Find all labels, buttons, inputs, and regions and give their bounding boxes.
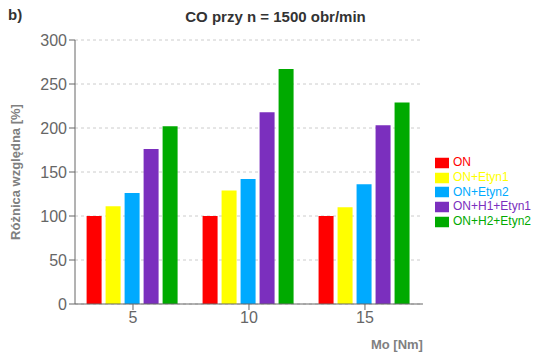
svg-text:10: 10 xyxy=(240,309,258,326)
html-text:ON+Etyn2: ON+Etyn2 xyxy=(453,184,509,199)
svg-text:Mo [Nm]: Mo [Nm] xyxy=(371,337,423,352)
html-text:ON+H2+Etyn2: ON+H2+Etyn2 xyxy=(453,214,531,229)
svg-text:5: 5 xyxy=(129,309,138,326)
svg-text:100: 100 xyxy=(40,208,67,225)
html-text:ON: ON xyxy=(453,154,471,169)
svg-text:300: 300 xyxy=(40,32,67,49)
svg-text:150: 150 xyxy=(40,164,67,181)
svg-text:250: 250 xyxy=(40,76,67,93)
svg-text:200: 200 xyxy=(40,120,67,137)
svg-text:50: 50 xyxy=(49,252,67,269)
html-text:ON+H1+Etyn1: ON+H1+Etyn1 xyxy=(453,199,531,214)
html-text:CO przy n = 1500 obr/min: CO przy n = 1500 obr/min xyxy=(185,8,366,25)
svg-text:15: 15 xyxy=(356,309,374,326)
html-text:b): b) xyxy=(8,6,23,23)
svg-text:Różnica względna [%]: Różnica względna [%] xyxy=(8,104,23,240)
svg-text:0: 0 xyxy=(58,296,67,313)
html-text:ON+Etyn1: ON+Etyn1 xyxy=(453,169,509,184)
